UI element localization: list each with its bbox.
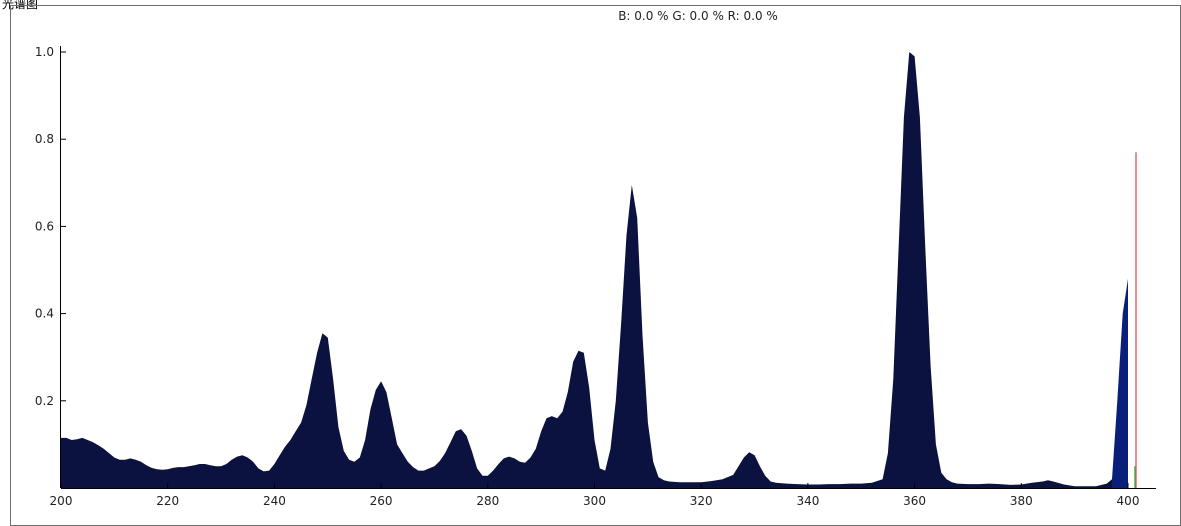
- plot-area: [61, 52, 1137, 488]
- x-tick-label: 200: [50, 494, 73, 508]
- spectrum-area-tail: [1112, 278, 1128, 488]
- x-tick-label: 340: [796, 494, 819, 508]
- x-tick-label: 300: [583, 494, 606, 508]
- x-tick-label: 360: [903, 494, 926, 508]
- bgr-readout: B: 0.0 % G: 0.0 % R: 0.0 %: [618, 9, 778, 23]
- y-tick-label: 0.4: [35, 307, 54, 321]
- y-tick-label: 0.2: [35, 394, 54, 408]
- x-tick-label: 320: [690, 494, 713, 508]
- x-ticks: 200 220 240 260 280 300 320 340 360 380 400: [50, 483, 1140, 508]
- x-tick-label: 380: [1010, 494, 1033, 508]
- x-tick-label: 260: [370, 494, 393, 508]
- spectrum-area-main: [61, 52, 1112, 488]
- x-tick-label: 240: [263, 494, 286, 508]
- y-ticks: 0.2 0.4 0.6 0.8 1.0: [35, 45, 66, 408]
- x-tick-label: 280: [476, 494, 499, 508]
- y-tick-label: 0.8: [35, 132, 54, 146]
- x-tick-label: 400: [1117, 494, 1140, 508]
- y-tick-label: 0.6: [35, 219, 54, 233]
- y-tick-label: 1.0: [35, 45, 54, 59]
- x-tick-label: 220: [156, 494, 179, 508]
